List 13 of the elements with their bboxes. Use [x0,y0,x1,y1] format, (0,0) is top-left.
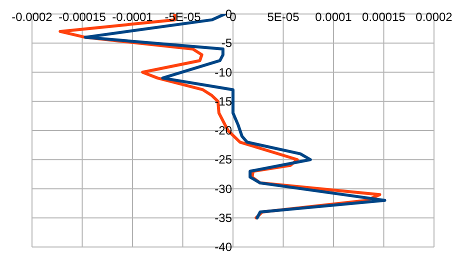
x-tick-label: -0.00015 [58,10,106,24]
y-tick-label: -40 [214,240,232,254]
x-tick-label: -0.0001 [112,10,154,24]
x-tick-label: 5E-05 [267,10,300,24]
y-tick-label: -10 [214,65,232,80]
y-tick-label: -30 [214,182,232,196]
y-tick-label: -35 [214,210,232,225]
x-tick-label: 0.00015 [362,10,406,24]
y-tick-label: -5 [221,36,232,50]
x-tick-label: 0.0001 [315,10,352,24]
x-tick-label: -0.0002 [12,10,53,24]
x-tick-label: 0.0002 [416,10,453,24]
y-tick-label: -25 [214,152,232,167]
